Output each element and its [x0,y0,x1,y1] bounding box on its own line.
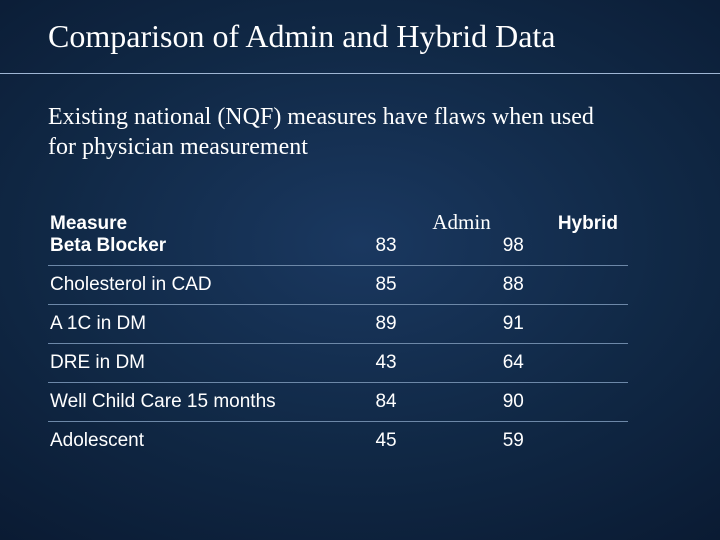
table-row: Adolescent 45 59 [48,422,628,461]
col-header-admin: Admin [373,202,500,235]
cell-admin: 45 [373,422,500,461]
cell-hybrid: 98 [501,235,628,266]
cell-hybrid: 59 [501,422,628,461]
cell-admin: 83 [373,235,500,266]
comparison-table: Measure Admin Hybrid Beta Blocker 83 98 … [48,202,628,460]
cell-admin: 85 [373,266,500,305]
cell-hybrid: 91 [501,305,628,344]
cell-hybrid: 88 [501,266,628,305]
cell-hybrid: 64 [501,344,628,383]
cell-admin: 43 [373,344,500,383]
slide: Comparison of Admin and Hybrid Data Exis… [0,0,720,540]
cell-measure: Adolescent [48,422,373,461]
page-title: Comparison of Admin and Hybrid Data [48,18,672,67]
table-row: Cholesterol in CAD 85 88 [48,266,628,305]
title-divider [0,73,720,74]
cell-measure: A 1C in DM [48,305,373,344]
cell-measure: DRE in DM [48,344,373,383]
col-header-measure: Measure [48,202,373,235]
cell-hybrid: 90 [501,383,628,422]
cell-admin: 84 [373,383,500,422]
table-header-row: Measure Admin Hybrid [48,202,628,235]
first-row-label: Beta Blocker [48,235,373,266]
table-row: Beta Blocker 83 98 [48,235,628,266]
table-row: DRE in DM 43 64 [48,344,628,383]
table-row: A 1C in DM 89 91 [48,305,628,344]
cell-measure: Cholesterol in CAD [48,266,373,305]
cell-admin: 89 [373,305,500,344]
cell-measure: Well Child Care 15 months [48,383,373,422]
col-header-hybrid: Hybrid [501,202,628,235]
table-row: Well Child Care 15 months 84 90 [48,383,628,422]
subtitle-text: Existing national (NQF) measures have fl… [48,102,608,162]
